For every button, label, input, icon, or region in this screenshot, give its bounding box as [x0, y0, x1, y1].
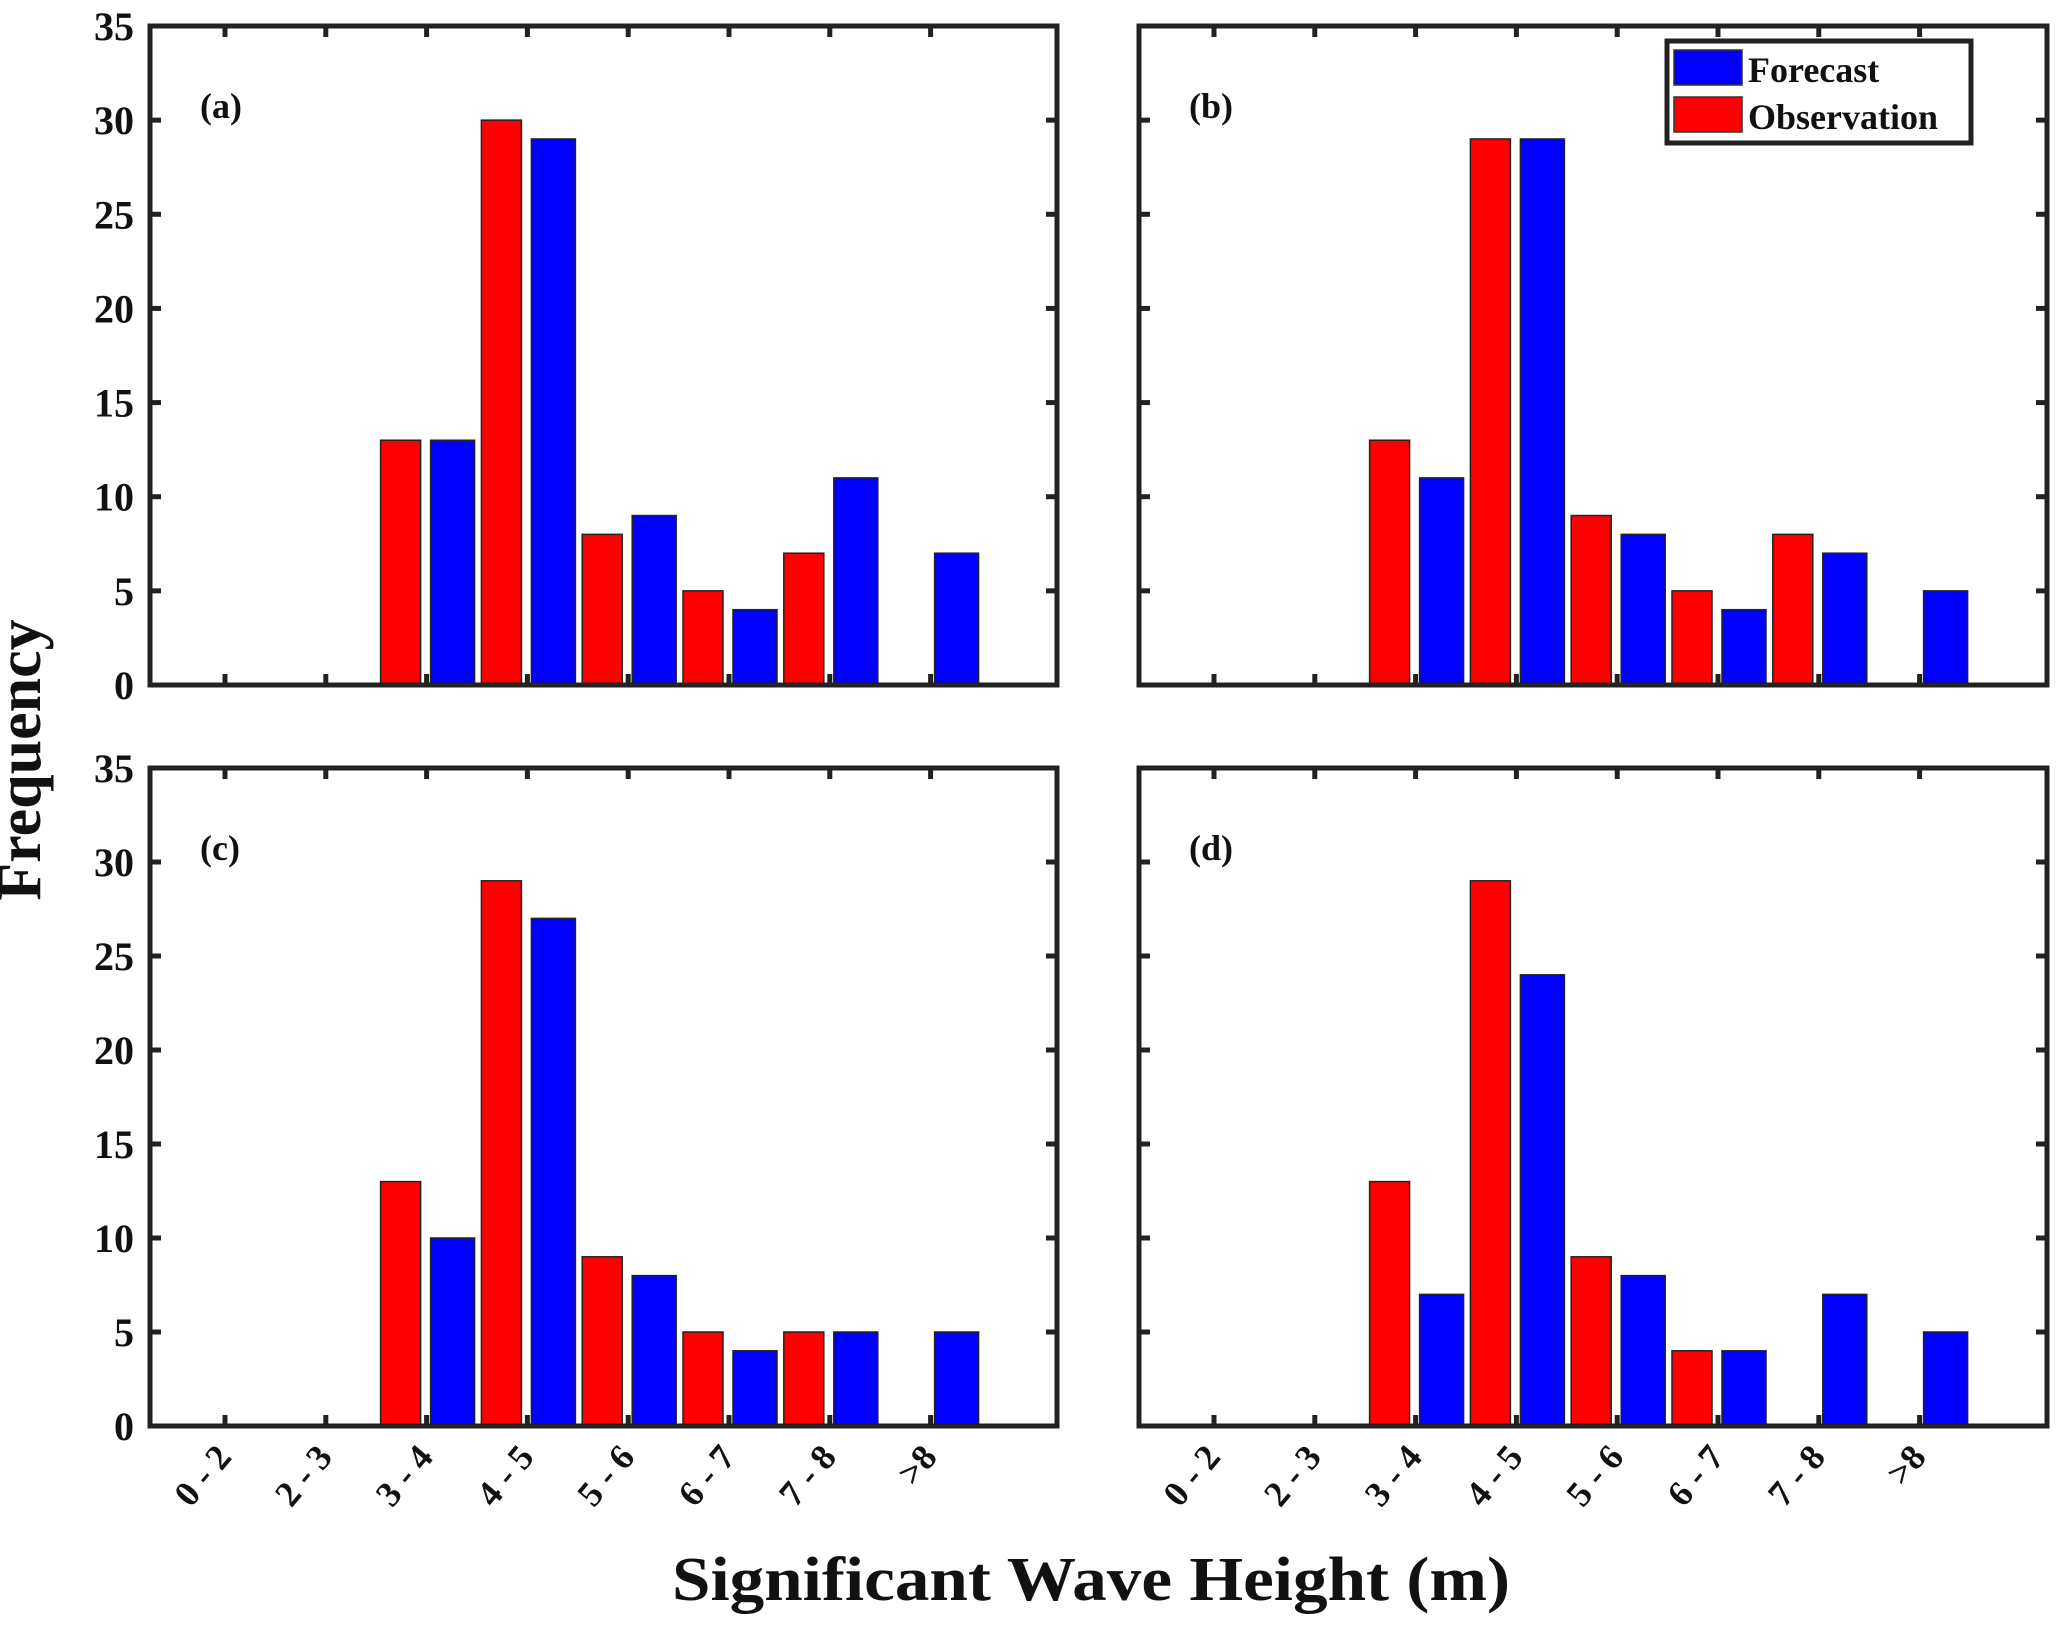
x-tick-label: >8 [889, 1437, 944, 1492]
y-tick-label: 35 [94, 4, 134, 49]
bar-forecast [429, 1237, 476, 1427]
bar-observation [1772, 533, 1814, 686]
x-tick-label: 5 - 6 [1558, 1437, 1631, 1513]
x-tick-label: 3 - 4 [368, 1437, 441, 1513]
bar-forecast [1922, 1331, 1969, 1427]
bar-forecast [429, 439, 476, 686]
bar-forecast [1519, 138, 1566, 686]
y-tick-label: 20 [94, 1028, 134, 1073]
bar-observation [1368, 439, 1411, 686]
legend-label-observation: Observation [1748, 97, 1938, 137]
bar-observation [1469, 880, 1512, 1427]
bar-forecast [732, 1350, 778, 1427]
panel-c: 0 - 2 2 - 3 3 - 4 4 - 5 5 - 6 6 - 7 7 - 8 >8 0 5 1… [94, 746, 1060, 1514]
y-tick-label: 30 [94, 98, 134, 143]
bar-forecast [1822, 552, 1868, 686]
x-tick-label: >8 [1878, 1437, 1933, 1492]
bar-forecast [1519, 974, 1566, 1427]
bar-forecast [732, 608, 778, 686]
panel-b: (b) [1136, 23, 2050, 688]
x-tick-label: 7 - 8 [771, 1437, 844, 1513]
axes-frame [1136, 765, 2050, 1429]
bar-observation [1570, 1256, 1612, 1427]
y-tick-label: 30 [94, 840, 134, 885]
bar-observation [1469, 138, 1512, 686]
x-tick-label: 7 - 8 [1760, 1437, 1833, 1513]
bar-observation [379, 439, 422, 686]
bar-forecast [1418, 477, 1465, 686]
bar-forecast [1721, 1350, 1767, 1427]
bar-observation [379, 1180, 422, 1427]
y-tick-label: 0 [114, 663, 134, 708]
bar-observation [1368, 1180, 1411, 1427]
bar-forecast [530, 138, 577, 686]
panel-d: 0 - 2 2 - 3 3 - 4 4 - 5 5 - 6 6 - 7 7 - 8 >8 (d) [1136, 765, 2050, 1514]
bar-observation [581, 1256, 623, 1427]
bar-forecast [1620, 1274, 1666, 1427]
bar-observation [682, 590, 724, 686]
x-tick-label: 4 - 5 [468, 1437, 541, 1513]
panel-label: (c) [200, 828, 240, 868]
bar-observation [1671, 1350, 1713, 1427]
panel-label: (d) [1189, 828, 1233, 868]
bar-observation [480, 880, 523, 1427]
bar-observation [783, 1331, 825, 1427]
bar-observation [682, 1331, 724, 1427]
x-tick-label: 6 - 7 [670, 1437, 743, 1513]
y-tick-label: 5 [114, 1310, 134, 1355]
y-tick-label: 10 [94, 475, 134, 520]
y-tick-label: 35 [94, 746, 134, 791]
bar-observation [581, 533, 623, 686]
bar-forecast [1922, 590, 1969, 686]
x-tick-label: 6 - 7 [1659, 1437, 1732, 1513]
x-tick-label: 2 - 3 [267, 1437, 340, 1513]
bar-forecast [530, 917, 577, 1427]
legend-label-forecast: Forecast [1748, 50, 1879, 90]
bar-forecast [1721, 608, 1767, 686]
bar-observation [480, 119, 523, 686]
panel-label: (a) [200, 86, 242, 126]
bar-forecast [833, 1331, 879, 1427]
bar-observation [1671, 590, 1713, 686]
y-tick-label: 25 [94, 934, 134, 979]
bar-forecast [631, 1274, 677, 1427]
y-tick-label: 0 [114, 1404, 134, 1449]
y-axis-title: Frequency [0, 619, 54, 900]
y-tick-label: 15 [94, 381, 134, 426]
bar-forecast [833, 477, 879, 686]
panel-a: 0 5 10 15 20 25 30 35 (a) [94, 4, 1060, 708]
axes-frame [147, 765, 1060, 1429]
x-tick-label: 3 - 4 [1357, 1437, 1430, 1513]
bar-forecast [631, 514, 677, 686]
bar-observation [1570, 514, 1612, 686]
bar-forecast [1620, 533, 1666, 686]
x-tick-label: 4 - 5 [1457, 1437, 1530, 1513]
axes-frame [1136, 23, 2050, 688]
y-tick-label: 15 [94, 1122, 134, 1167]
bar-forecast [1418, 1293, 1465, 1427]
x-axis-title: Significant Wave Height (m) [672, 1546, 1510, 1614]
y-tick-label: 10 [94, 1216, 134, 1261]
bar-forecast [1822, 1293, 1868, 1427]
bar-observation [783, 552, 825, 686]
y-tick-label: 20 [94, 286, 134, 331]
panel-label: (b) [1189, 86, 1233, 126]
x-tick-label: 5 - 6 [569, 1437, 642, 1513]
panels: 0 5 10 15 20 25 30 35 (a) (b) 0 - 2 2 - 3 3 - 4 4 - 5… [94, 4, 2050, 1514]
y-tick-label: 5 [114, 569, 134, 614]
legend-swatch-observation [1673, 96, 1743, 133]
legend-swatch-forecast [1673, 49, 1743, 86]
bar-forecast [933, 1331, 980, 1427]
x-tick-label: 2 - 3 [1256, 1437, 1329, 1513]
x-tick-label: 0 - 2 [1155, 1437, 1228, 1513]
bar-forecast [933, 552, 980, 686]
legend: Forecast Observation [1664, 38, 1974, 146]
x-tick-label: 0 - 2 [166, 1437, 239, 1513]
axes-frame [147, 23, 1060, 688]
y-tick-label: 25 [94, 192, 134, 237]
